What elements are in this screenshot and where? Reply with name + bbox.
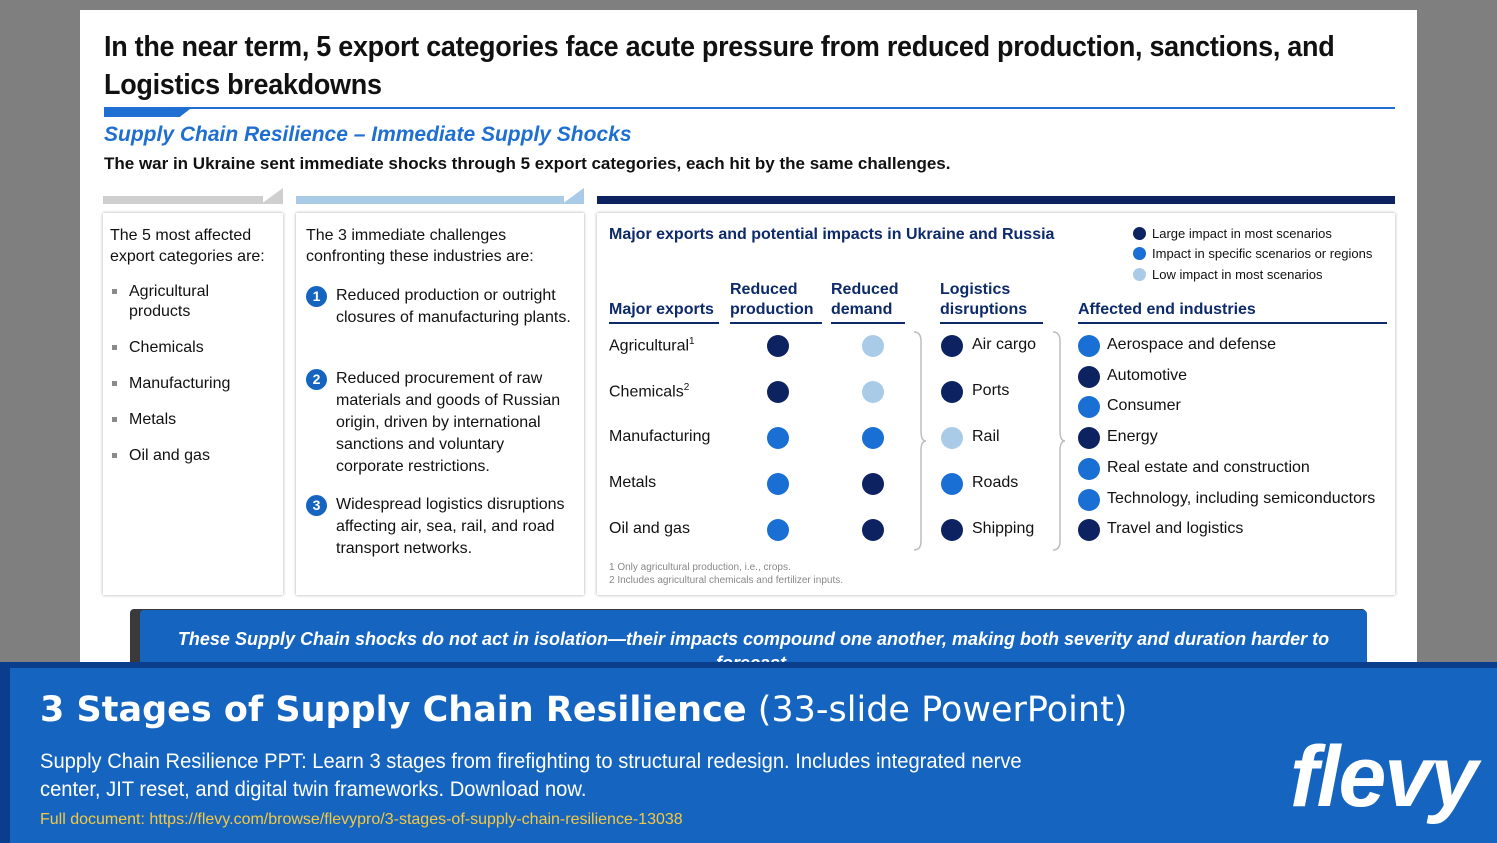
header-major-exports: Major exports [609, 300, 719, 324]
export-row-label: Oil and gas [609, 520, 690, 537]
challenges-panel: The 3 immediate challenges confronting t… [296, 213, 584, 595]
list-item: Oil and gas [111, 446, 271, 466]
legend-dot-icon [1133, 226, 1146, 240]
logistics-label: Air cargo [972, 336, 1037, 353]
list-item: Chemicals [111, 338, 271, 358]
header-reduced-production: Reduced production [730, 280, 822, 324]
challenges-intro: The 3 immediate challenges confronting t… [306, 227, 534, 265]
header-reduced-demand: Reduced demand [831, 280, 905, 324]
section-arrow-1 [103, 188, 283, 204]
industry-impact-dot [1078, 335, 1100, 357]
demand-impact-dot [862, 427, 884, 449]
industry-impact-dot [1078, 458, 1100, 480]
slide-description: The war in Ukraine sent immediate shocks… [104, 154, 951, 173]
industry-label: Real estate and construction [1107, 459, 1310, 476]
production-impact-dot [767, 519, 789, 541]
industry-impact-dot [1078, 396, 1100, 418]
legend-item: Impact in specific scenarios or regions [1133, 244, 1372, 265]
affected-categories-panel: The 5 most affected export categories ar… [103, 213, 283, 595]
challenge-text: Reduced production or outright closures … [336, 287, 571, 326]
legend-dot-icon [1133, 267, 1146, 281]
demand-impact-dot [862, 381, 884, 403]
industry-impact-dot [1078, 427, 1100, 449]
legend-label: Impact in specific scenarios or regions [1152, 246, 1373, 262]
logistics-impact-dot [941, 519, 963, 541]
challenge-number: 1 [306, 286, 327, 307]
footnote: 2 Includes agricultural chemicals and fe… [609, 575, 843, 586]
promo-banner: 3 Stages of Supply Chain Resilience (33-… [0, 662, 1497, 843]
list-item: Metals [111, 410, 271, 430]
industry-label: Energy [1107, 428, 1158, 445]
production-impact-dot [767, 473, 789, 495]
section-arrow-2 [296, 188, 584, 204]
promo-banner-inner: 3 Stages of Supply Chain Resilience (33-… [10, 668, 1497, 843]
section-arrow-3 [597, 188, 1395, 204]
list-item: Agricultural products [111, 282, 271, 322]
slide-title: In the near term, 5 export categories fa… [104, 31, 1335, 101]
slide: In the near term, 5 export categories fa… [80, 10, 1417, 710]
logistics-impact-dot [941, 427, 963, 449]
legend-label: Large impact in most scenarios [1152, 225, 1332, 241]
impacts-panel: Major exports and potential impacts in U… [597, 213, 1395, 595]
logistics-impact-dot [941, 381, 963, 403]
logistics-label: Rail [972, 428, 1000, 445]
industry-label: Travel and logistics [1107, 520, 1244, 537]
industry-label: Automotive [1107, 367, 1188, 384]
title-rule-accent [104, 109, 190, 117]
flevy-logo[interactable]: flevy [1290, 729, 1478, 825]
export-row-label: Manufacturing [609, 428, 711, 445]
export-row-label: Metals [609, 474, 657, 491]
export-row-label: Chemicals2 [609, 382, 690, 401]
legend-item: Large impact in most scenarios [1133, 223, 1372, 244]
right-brace-icon [1052, 331, 1066, 551]
header-logistics-disruptions: Logistics disruptions [940, 280, 1043, 324]
footnote: 1 Only agricultural production, i.e., cr… [609, 562, 791, 573]
impacts-title: Major exports and potential impacts in U… [609, 226, 1055, 243]
demand-impact-dot [862, 519, 884, 541]
challenge-text: Widespread logistics disruptions affecti… [336, 496, 565, 557]
challenge-text: Reduced procurement of raw materials and… [336, 370, 561, 475]
legend-dot-icon [1133, 247, 1146, 261]
industry-label: Aerospace and defense [1107, 336, 1277, 353]
categories-list: Agricultural products Chemicals Manufact… [111, 282, 271, 482]
logistics-impact-dot [941, 335, 963, 357]
demand-impact-dot [862, 473, 884, 495]
logistics-label: Roads [972, 474, 1019, 491]
challenge-number: 3 [306, 495, 327, 516]
banner-description: Supply Chain Resilience PPT: Learn 3 sta… [40, 750, 1022, 801]
challenge-number: 2 [306, 369, 327, 390]
title-rule [104, 107, 1395, 109]
industry-impact-dot [1078, 519, 1100, 541]
logistics-impact-dot [941, 473, 963, 495]
production-impact-dot [767, 427, 789, 449]
legend-item: Low impact in most scenarios [1133, 264, 1372, 285]
categories-intro: The 5 most affected export categories ar… [110, 227, 265, 265]
header-end-industries: Affected end industries [1078, 300, 1387, 324]
left-brace-icon [913, 331, 927, 551]
impact-legend: Large impact in most scenarios Impact in… [1133, 223, 1372, 285]
production-impact-dot [767, 381, 789, 403]
logistics-label: Shipping [972, 520, 1035, 537]
industry-impact-dot [1078, 489, 1100, 511]
demand-impact-dot [862, 335, 884, 357]
industry-impact-dot [1078, 366, 1100, 388]
document-link[interactable]: Full document: https://flevy.com/browse/… [40, 811, 683, 828]
logistics-label: Ports [972, 382, 1010, 399]
industry-label: Technology, including semiconductors [1107, 490, 1376, 507]
list-item: Manufacturing [111, 374, 271, 394]
banner-title: 3 Stages of Supply Chain Resilience (33-… [40, 690, 1128, 730]
industry-label: Consumer [1107, 397, 1181, 414]
export-row-label: Agricultural1 [609, 336, 695, 355]
slide-subtitle: Supply Chain Resilience – Immediate Supp… [104, 123, 632, 146]
legend-label: Low impact in most scenarios [1152, 266, 1323, 282]
production-impact-dot [767, 335, 789, 357]
